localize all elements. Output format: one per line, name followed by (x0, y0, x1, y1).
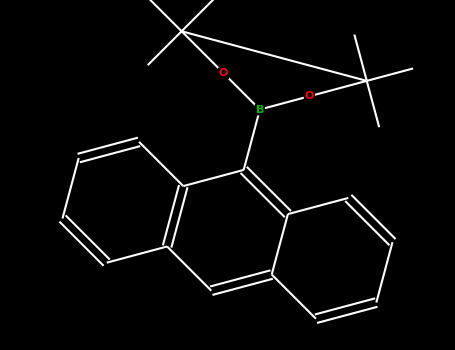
Text: O: O (219, 68, 228, 78)
Text: B: B (256, 105, 264, 114)
Text: O: O (305, 91, 314, 101)
